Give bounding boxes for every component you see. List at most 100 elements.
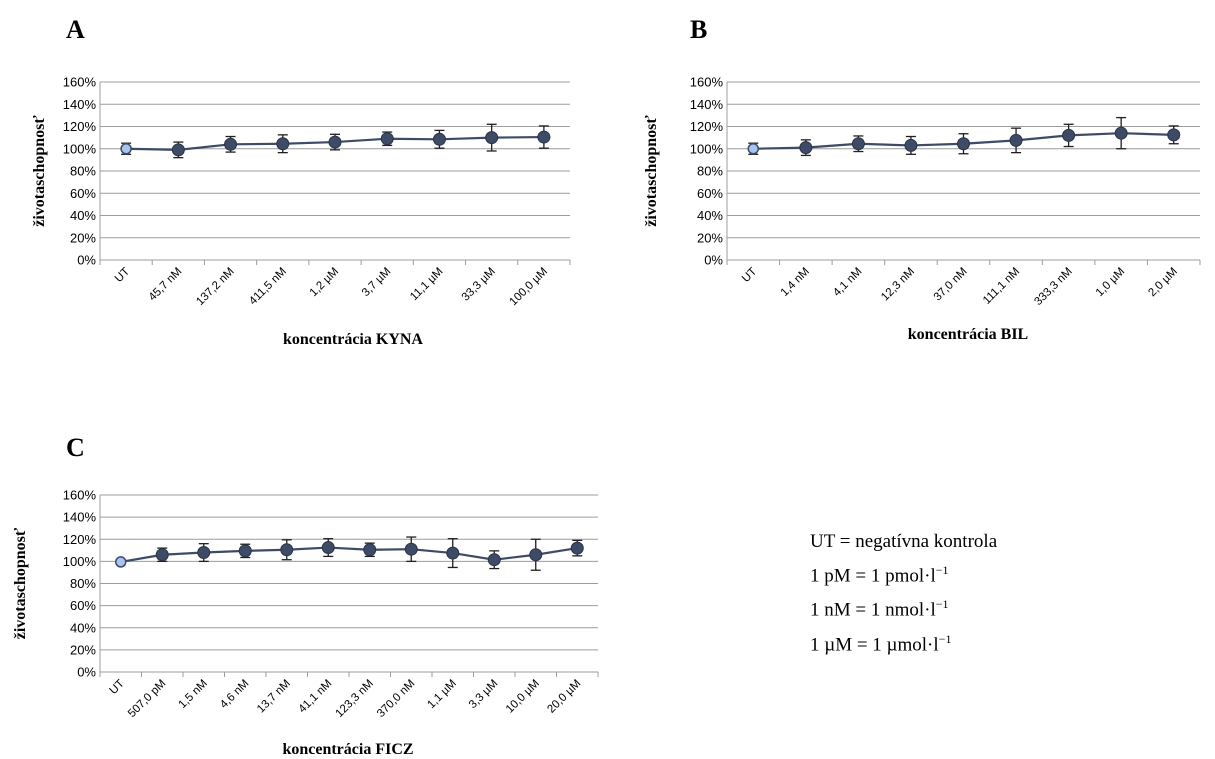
y-tick-label: 140% <box>63 510 97 525</box>
y-tick-label: 60% <box>70 598 96 613</box>
y-tick-label: 120% <box>63 119 97 134</box>
abbreviation-legend: UT = negatívna kontrola 1 pM = 1 pmol·l−… <box>810 528 997 659</box>
data-point-marker <box>446 546 460 560</box>
y-tick-label: 160% <box>690 75 724 90</box>
data-point-marker <box>171 143 185 157</box>
data-point-marker <box>1009 133 1023 147</box>
legend-line-nm: 1 nM = 1 nmol·l−1 <box>810 597 949 621</box>
y-tick-label: 160% <box>63 75 97 90</box>
y-axis-title: životaschopnosť <box>12 527 29 639</box>
data-point-marker <box>328 135 342 149</box>
data-point-marker <box>851 137 865 151</box>
y-tick-label: 120% <box>63 532 97 547</box>
control-point-marker <box>747 143 760 155</box>
x-tick-label: 370,0 nM <box>375 678 417 720</box>
data-point-marker <box>197 546 211 560</box>
legend-line-pm: 1 pM = 1 pmol·l−1 <box>810 563 949 587</box>
y-tick-label: 0% <box>77 253 96 268</box>
data-point-marker <box>404 542 418 556</box>
x-tick-label: 3,7 µM <box>360 266 394 300</box>
data-point-marker <box>799 141 813 155</box>
x-tick-label: 10,0 µM <box>504 678 542 716</box>
x-tick-label: 507,0 pM <box>126 678 168 720</box>
y-tick-label: 140% <box>63 97 97 112</box>
chart-panel-b: B 0% 20% 40% 60% 80% 100% 120% 140% 160% UT 1,4 nM 4… <box>643 15 1201 343</box>
y-tick-label: 40% <box>70 620 96 635</box>
y-tick-label: 60% <box>70 186 96 201</box>
y-tick-label: 60% <box>697 186 723 201</box>
y-tick-label: 40% <box>697 208 723 223</box>
x-tick-label: 45,7 nM <box>147 266 185 304</box>
data-point-marker <box>380 132 394 146</box>
data-point-marker <box>1167 128 1181 142</box>
data-point-marker <box>537 130 551 144</box>
data-point-marker <box>529 548 543 562</box>
y-tick-label: 160% <box>63 488 97 503</box>
y-tick-label: 20% <box>70 642 96 657</box>
x-tick-label: 4,6 nM <box>218 678 251 711</box>
x-tick-label: 1,4 nM <box>779 266 812 299</box>
y-tick-label: 20% <box>697 230 723 245</box>
x-tick-label: 4,1 nM <box>831 266 864 299</box>
x-tick-label: 37,0 nM <box>932 266 970 304</box>
x-tick-label: 20,0 µM <box>545 678 583 716</box>
data-point-marker <box>280 543 294 557</box>
x-tick-label: 3,3 µM <box>467 678 501 712</box>
x-tick-label: UT <box>740 266 759 285</box>
x-tick-label: 411,5 nM <box>247 266 289 308</box>
panel-letter: B <box>690 15 707 44</box>
data-point-marker <box>1114 126 1128 140</box>
y-tick-label: 20% <box>70 230 96 245</box>
x-tick-label: 137,2 nM <box>194 266 236 308</box>
y-tick-label: 80% <box>70 576 96 591</box>
y-tick-label: 0% <box>77 665 96 680</box>
y-tick-label: 100% <box>63 141 97 156</box>
data-point-marker <box>487 553 501 567</box>
chart-panel-c: C 0% 20% 40% 60% 80% 100% 120% 140% 160% UT 507,0 p… <box>12 433 599 758</box>
data-point-marker <box>570 541 584 555</box>
x-axis-title: koncentrácia FICZ <box>282 741 413 758</box>
data-point-marker <box>363 543 377 557</box>
x-tick-label: 1,0 µM <box>1094 266 1128 300</box>
x-tick-label: 33,3 µM <box>460 266 498 304</box>
x-tick-label: 111,1 nM <box>981 266 1022 307</box>
y-tick-label: 80% <box>70 164 96 179</box>
x-tick-label: UT <box>113 266 132 285</box>
x-tick-label: 13,7 nM <box>255 678 293 716</box>
y-tick-label: 40% <box>70 208 96 223</box>
data-point-marker <box>155 548 169 562</box>
data-point-marker <box>238 544 252 558</box>
legend-line-um: 1 µM = 1 µmol·l−1 <box>810 631 952 655</box>
x-tick-label: 1,1 µM <box>425 678 459 712</box>
data-point-marker <box>904 138 918 152</box>
y-tick-label: 100% <box>690 141 724 156</box>
y-axis-title: životaschopnosť <box>31 115 48 227</box>
y-tick-label: 80% <box>697 164 723 179</box>
x-tick-label: 12,3 nM <box>879 266 917 304</box>
x-tick-label: 41,1 nM <box>296 678 334 716</box>
x-axis-title: koncentrácia BIL <box>908 326 1028 343</box>
x-tick-label: 2,0 µM <box>1146 266 1180 300</box>
y-tick-label: 120% <box>690 119 724 134</box>
data-point-marker <box>485 131 499 145</box>
control-point-marker <box>115 556 127 568</box>
y-tick-label: 140% <box>690 97 724 112</box>
x-tick-label: 333,3 nM <box>1032 266 1074 308</box>
data-point-marker <box>321 541 335 555</box>
data-point-marker <box>432 132 446 146</box>
control-point-marker <box>120 143 132 155</box>
x-tick-label: 123,3 nM <box>333 678 375 720</box>
y-tick-label: 100% <box>63 554 97 569</box>
data-point-marker <box>224 137 238 151</box>
x-axis-title: koncentrácia KYNA <box>283 331 423 348</box>
legend-line-ut: UT = negatívna kontrola <box>810 531 998 552</box>
y-axis-title: životaschopnosť <box>643 115 660 227</box>
x-tick-label: 100,0 µM <box>507 266 550 309</box>
series-line <box>120 546 578 564</box>
data-point-marker <box>957 137 970 151</box>
chart-panel-a: A 0% 20% 40% 60% 80% 100% 120% 140% 160% UT 45,7 nM… <box>31 15 571 348</box>
panel-letter: C <box>66 433 85 462</box>
x-tick-label: 1,5 nM <box>177 678 210 711</box>
data-point-marker <box>1062 128 1076 142</box>
